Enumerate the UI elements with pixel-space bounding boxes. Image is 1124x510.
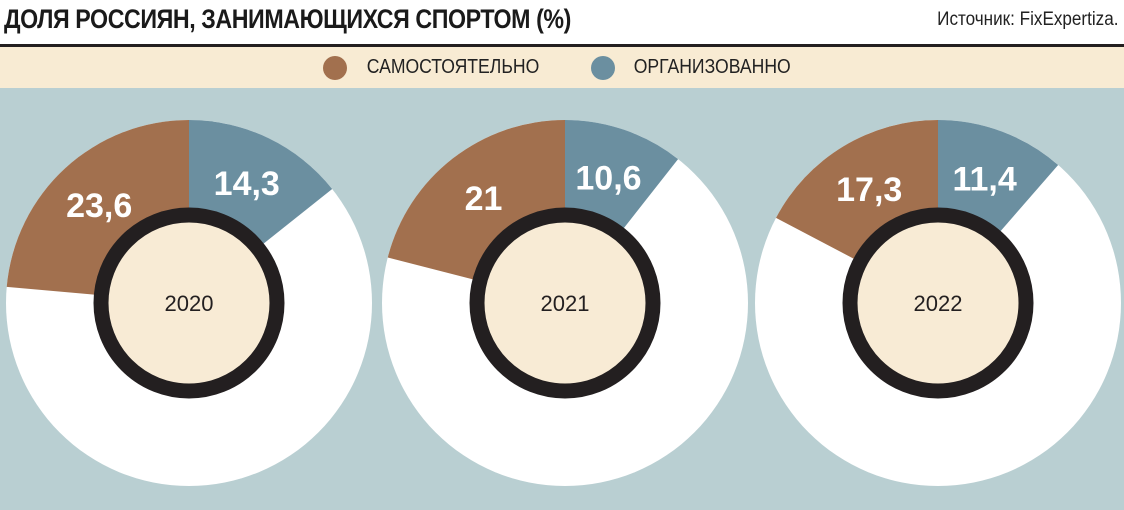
year-label-2021: 2021 [541, 291, 590, 316]
legend-swatch-organized [590, 55, 615, 80]
center-ring-2021 [469, 207, 661, 399]
label-self-2021: 21 [465, 180, 503, 218]
header: ДОЛЯ РОССИЯН, ЗАНИМАЮЩИХСЯ СПОРТОМ (%) И… [0, 0, 1124, 44]
divider [0, 44, 1124, 47]
donut-charts: 14,3 23,6 2020 10,6 21 2021 11,4 17,3 2022 [0, 88, 1124, 510]
year-label-2020: 2020 [165, 291, 214, 316]
chart-title: ДОЛЯ РОССИЯН, ЗАНИМАЮЩИХСЯ СПОРТОМ (%) [4, 4, 571, 34]
year-label-2022: 2022 [914, 291, 963, 316]
center-ring-2022 [842, 207, 1034, 399]
legend-label-self: САМОСТОЯТЕЛЬНО [366, 56, 540, 78]
legend: САМОСТОЯТЕЛЬНО ОРГАНИЗОВАННО [0, 47, 1124, 88]
center-ring-2020 [93, 207, 285, 399]
legend-item-self: САМОСТОЯТЕЛЬНО [322, 55, 551, 80]
label-organized-2022: 11,4 [952, 160, 1016, 198]
label-self-2020: 23,6 [66, 187, 132, 225]
label-self-2022: 17,3 [836, 171, 902, 209]
source-note: Источник: FixExpertiza. [936, 9, 1118, 30]
label-organized-2020: 14,3 [214, 165, 280, 203]
label-organized-2021: 10,6 [575, 159, 641, 197]
legend-swatch-self [322, 55, 347, 80]
legend-label-organized: ОРГАНИЗОВАННО [633, 56, 791, 78]
legend-item-organized: ОРГАНИЗОВАННО [590, 55, 801, 80]
